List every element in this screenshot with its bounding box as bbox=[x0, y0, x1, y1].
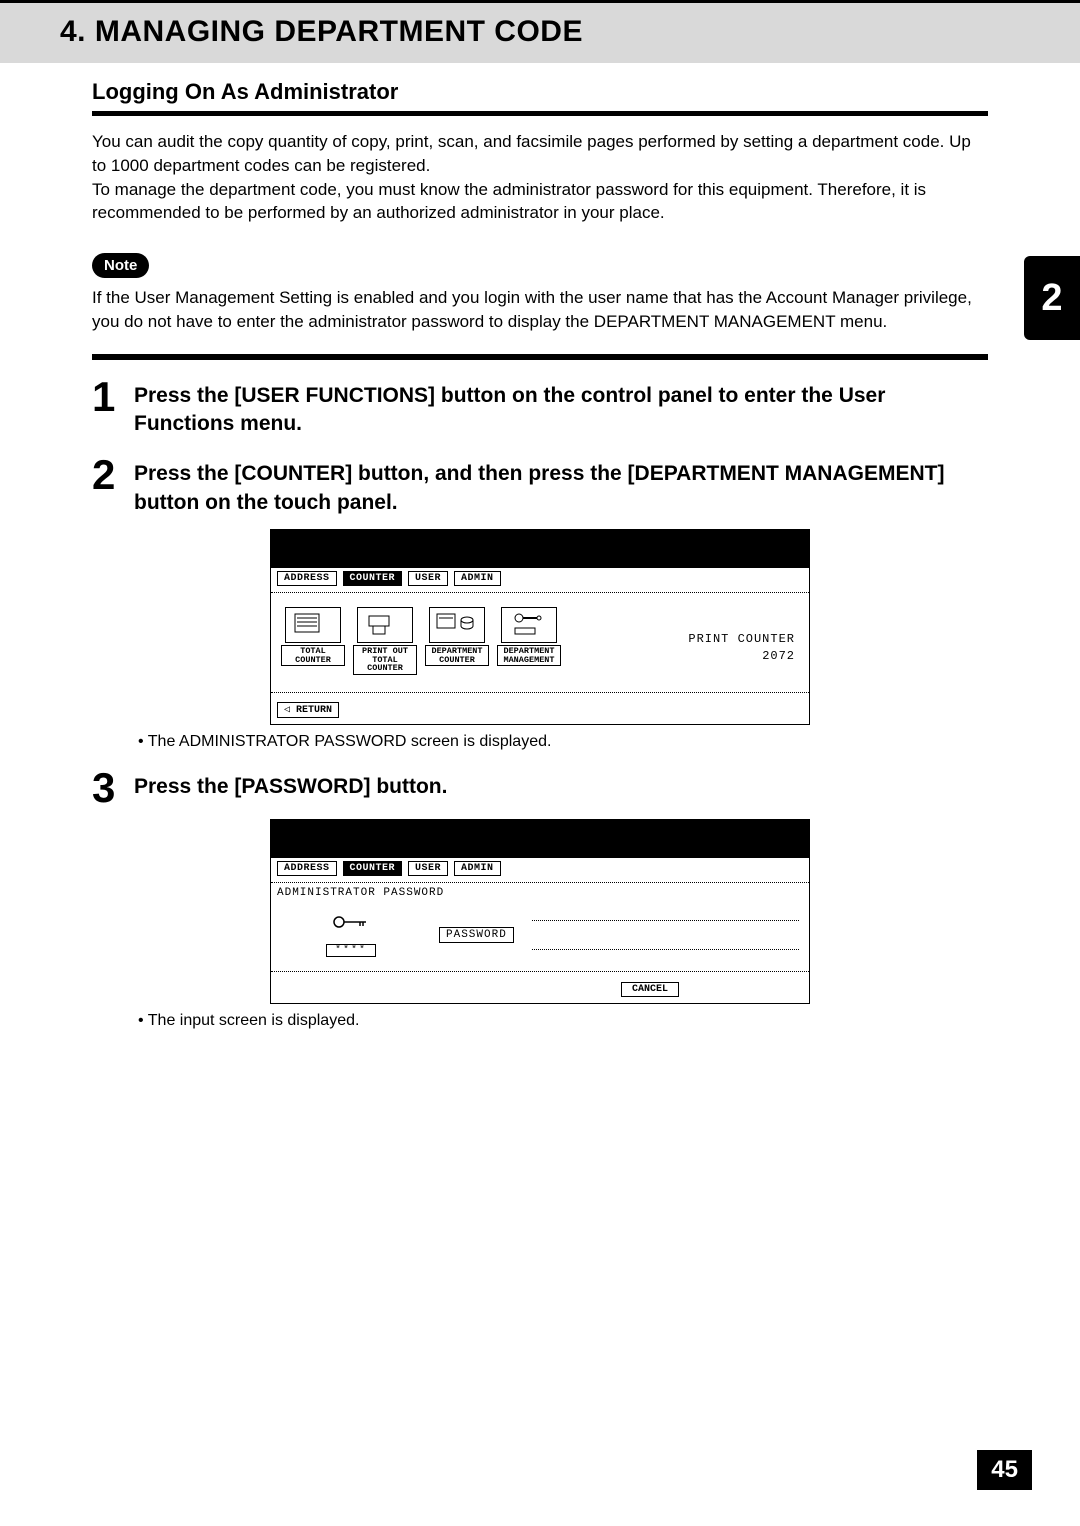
tab-user[interactable]: USER bbox=[408, 861, 448, 876]
admin-password-label: ADMINISTRATOR PASSWORD bbox=[271, 883, 809, 899]
screen-title-bar bbox=[271, 820, 809, 858]
tab-user[interactable]: USER bbox=[408, 571, 448, 586]
step-result-text: The input screen is displayed. bbox=[138, 1012, 988, 1030]
step-text: Press the [PASSWORD] button. bbox=[134, 769, 447, 801]
password-line bbox=[532, 920, 799, 950]
divider bbox=[92, 354, 988, 360]
step-result-text: The ADMINISTRATOR PASSWORD screen is dis… bbox=[138, 733, 988, 751]
icon-label: DEPARTMENT MANAGEMENT bbox=[497, 645, 561, 666]
screen-body: TOTAL COUNTER PRINT OUT TOTAL COUNTER DE… bbox=[271, 593, 809, 693]
password-body: **** PASSWORD bbox=[271, 899, 809, 971]
section-title: Logging On As Administrator bbox=[92, 79, 988, 116]
step-number: 3 bbox=[92, 769, 134, 807]
screen-footer: ◁ RETURN bbox=[271, 693, 809, 724]
key-icon bbox=[281, 912, 421, 939]
icon-label: TOTAL COUNTER bbox=[281, 645, 345, 666]
step-3: 3 Press the [PASSWORD] button. bbox=[92, 769, 988, 807]
total-counter-button[interactable]: TOTAL COUNTER bbox=[281, 607, 345, 675]
step-number: 1 bbox=[92, 378, 134, 416]
department-management-button[interactable]: DEPARTMENT MANAGEMENT bbox=[497, 607, 561, 675]
cancel-button[interactable]: CANCEL bbox=[621, 982, 679, 997]
touch-panel-screenshot-1: ADDRESS COUNTER USER ADMIN TOTAL COUNTER… bbox=[270, 529, 810, 725]
icon-button-row: TOTAL COUNTER PRINT OUT TOTAL COUNTER DE… bbox=[281, 607, 561, 675]
step-text: Press the [COUNTER] button, and then pre… bbox=[134, 456, 988, 517]
return-button[interactable]: ◁ RETURN bbox=[277, 702, 339, 718]
tab-address[interactable]: ADDRESS bbox=[277, 571, 337, 586]
chapter-side-tab: 2 bbox=[1024, 256, 1080, 340]
print-counter-label: PRINT COUNTER bbox=[688, 632, 795, 646]
printout-total-counter-button[interactable]: PRINT OUT TOTAL COUNTER bbox=[353, 607, 417, 675]
tab-admin[interactable]: ADMIN bbox=[454, 571, 501, 586]
note-text: If the User Management Setting is enable… bbox=[92, 286, 988, 334]
tab-row: ADDRESS COUNTER USER ADMIN bbox=[271, 858, 809, 883]
touch-panel-screenshot-2: ADDRESS COUNTER USER ADMIN ADMINISTRATOR… bbox=[270, 819, 810, 1004]
step-number: 2 bbox=[92, 456, 134, 494]
screen-title-bar bbox=[271, 530, 809, 568]
tab-counter[interactable]: COUNTER bbox=[343, 571, 403, 586]
chapter-header: 4. MANAGING DEPARTMENT CODE bbox=[0, 0, 1080, 63]
password-button[interactable]: PASSWORD bbox=[439, 927, 514, 943]
password-icon-area: **** bbox=[281, 912, 421, 957]
page-number: 45 bbox=[977, 1450, 1032, 1490]
intro-paragraph-1: You can audit the copy quantity of copy,… bbox=[92, 130, 988, 178]
department-counter-button[interactable]: DEPARTMENT COUNTER bbox=[425, 607, 489, 675]
print-counter-display: PRINT COUNTER 2072 bbox=[688, 607, 799, 665]
icon-label: PRINT OUT TOTAL COUNTER bbox=[353, 645, 417, 675]
tab-address[interactable]: ADDRESS bbox=[277, 861, 337, 876]
screen-footer: CANCEL bbox=[271, 971, 809, 1003]
tab-row: ADDRESS COUNTER USER ADMIN bbox=[271, 568, 809, 593]
print-counter-value: 2072 bbox=[762, 649, 795, 663]
intro-paragraph-2: To manage the department code, you must … bbox=[92, 178, 988, 226]
tab-counter[interactable]: COUNTER bbox=[343, 861, 403, 876]
password-stars: **** bbox=[326, 944, 376, 957]
page-content: Logging On As Administrator You can audi… bbox=[0, 63, 1080, 1030]
step-text: Press the [USER FUNCTIONS] button on the… bbox=[134, 378, 988, 439]
intro-text: You can audit the copy quantity of copy,… bbox=[92, 130, 988, 225]
step-1: 1 Press the [USER FUNCTIONS] button on t… bbox=[92, 378, 988, 439]
step-2: 2 Press the [COUNTER] button, and then p… bbox=[92, 456, 988, 517]
icon-label: DEPARTMENT COUNTER bbox=[425, 645, 489, 666]
tab-admin[interactable]: ADMIN bbox=[454, 861, 501, 876]
chapter-title: 4. MANAGING DEPARTMENT CODE bbox=[60, 15, 1020, 49]
note-label: Note bbox=[92, 253, 149, 278]
